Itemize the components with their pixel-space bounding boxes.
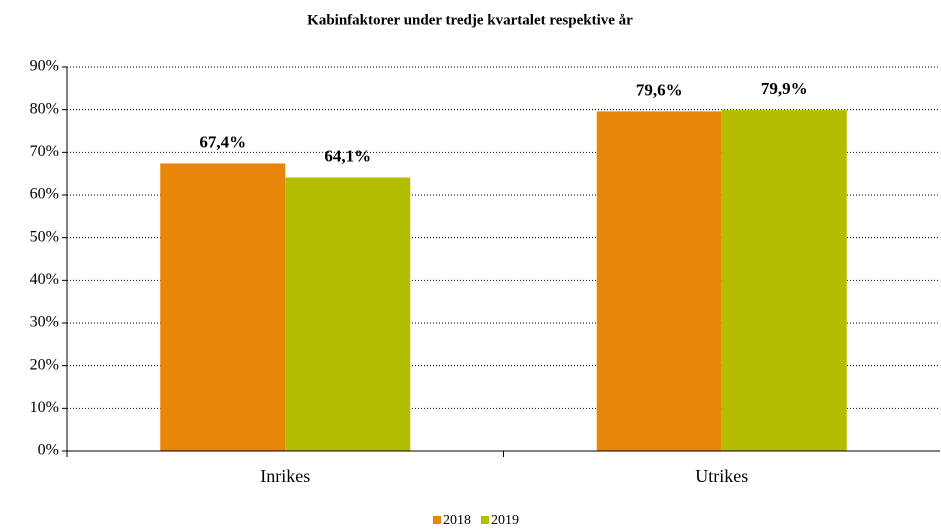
legend-label: 2019 — [491, 513, 519, 528]
legend-label: 2018 — [443, 513, 471, 528]
y-tick-label: 0% — [38, 442, 59, 459]
y-tick-label: 50% — [30, 228, 59, 245]
bar — [721, 110, 847, 452]
y-tick-label: 60% — [30, 186, 59, 203]
y-tick-label: 30% — [30, 314, 59, 331]
value-label: 79,9% — [761, 79, 808, 98]
bar — [596, 111, 722, 451]
x-tick-label: Utrikes — [695, 466, 748, 486]
y-tick-label: 90% — [30, 58, 59, 75]
bar — [160, 163, 286, 451]
y-tick-label: 40% — [30, 271, 59, 288]
x-tick-label: Inrikes — [260, 466, 310, 486]
bar — [285, 177, 411, 452]
legend-swatch — [433, 516, 441, 524]
y-tick-label: 70% — [30, 143, 59, 160]
y-tick-label: 10% — [30, 399, 59, 416]
chart-title: Kabinfaktorer under tredje kvartalet res… — [307, 12, 633, 28]
legend-swatch — [481, 516, 489, 524]
value-label: 67,4% — [199, 132, 246, 151]
value-label: 79,6% — [636, 80, 683, 99]
y-tick-label: 20% — [30, 356, 59, 373]
y-tick-label: 80% — [30, 100, 59, 117]
value-label: 64,1% — [324, 146, 371, 165]
